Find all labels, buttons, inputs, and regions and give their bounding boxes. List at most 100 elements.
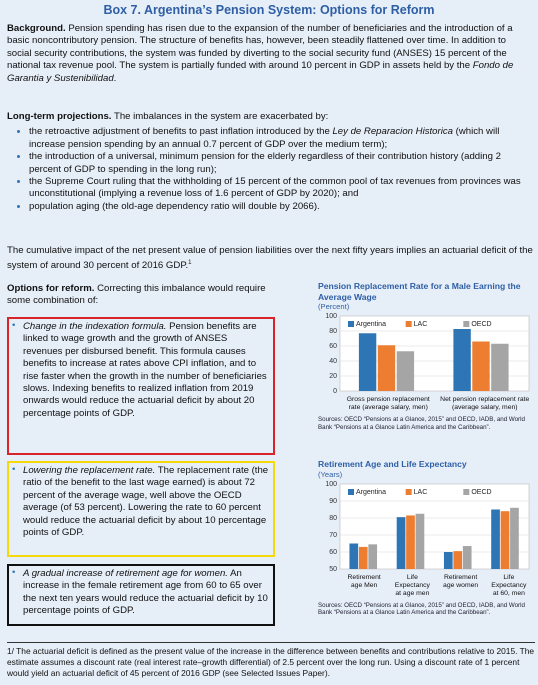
text: The actuarial deficit is defined as the … — [7, 646, 535, 678]
chart-subtitle: (Years) — [318, 469, 343, 479]
bar — [396, 516, 406, 569]
text: . — [113, 72, 117, 84]
x-tick-label: Life Expectancy at age men — [394, 573, 430, 597]
y-tick-label: 40 — [329, 358, 337, 365]
italic: Fondo de Garantia y Sustenibilidad — [7, 60, 514, 84]
bar — [491, 509, 500, 569]
legend-swatch — [348, 321, 354, 327]
bar — [396, 351, 415, 391]
legend-bg — [344, 319, 525, 329]
text: The cumulative impact of the net present… — [7, 245, 533, 272]
chart-subtitle: (Percent) — [318, 302, 350, 311]
bar — [462, 545, 472, 569]
y-tick-label: 100 — [325, 480, 337, 487]
chart-source: Sources: OECD “Pensions at a Glance, 201… — [318, 601, 525, 617]
bar — [349, 543, 359, 569]
x-labels: Retirement age Men Life Expectancy at age… — [340, 574, 533, 598]
option-box: • Change in the indexation formula. Pensi… — [7, 317, 275, 455]
legend-label: OECD — [471, 488, 491, 495]
cumulative: The cumulative impact of the net present… — [7, 245, 533, 273]
legend-label: LAC — [414, 488, 428, 495]
chart-title: Retirement Age and Life Expectancy — [318, 459, 467, 469]
x-tick-label: Net pension replacement rate (average sa… — [440, 396, 530, 411]
legend-swatch — [405, 321, 412, 327]
chart: 50 60 70 80 90 100 Argentina LAC OECD — [325, 480, 530, 572]
bar — [415, 513, 425, 569]
background: Background. Pension spending has risen d… — [7, 23, 533, 85]
y-tick-label: 100 — [325, 313, 337, 320]
bar — [358, 333, 377, 391]
legend-label: OECD — [471, 321, 491, 328]
x-tick-label: Retirement age Men — [347, 573, 381, 589]
lead: Options for reform. — [7, 283, 95, 294]
bar — [377, 345, 396, 391]
bullet-dot: • — [12, 320, 16, 331]
bar — [500, 510, 510, 569]
chart-source: Sources: OECD “Pensions at a Glance, 201… — [318, 416, 525, 431]
text: An increase in the female retirement age… — [23, 568, 268, 617]
italic: Change in the indexation formula. — [23, 321, 167, 332]
y-tick-label: 60 — [329, 548, 337, 555]
option-box: • Lowering the replacement rate. The repl… — [7, 461, 275, 557]
text: Correcting this imbalance would require … — [7, 283, 266, 307]
bar — [368, 543, 378, 569]
italic: A gradual increase of retirement age for… — [23, 568, 228, 579]
x-labels: Gross pension replacement rate (average … — [340, 396, 533, 412]
legend-label: Argentina — [356, 321, 386, 328]
y-tick-label: 90 — [329, 497, 337, 504]
y-tick-label: 80 — [329, 328, 337, 335]
italic: Ley de Reparacion Historica — [332, 126, 453, 138]
bullet-dot: • — [12, 464, 16, 475]
lead: Long-term projections. — [7, 111, 112, 122]
x-tick-label: Retirement age women — [443, 573, 479, 589]
text: (which will increase pension spending by… — [29, 126, 500, 150]
bullet-list: the retroactive adjustment of benefits t… — [7, 126, 533, 213]
bar — [453, 323, 471, 391]
italic: Lowering the replacement rate. — [23, 465, 156, 476]
bar — [453, 550, 463, 569]
y-tick-label: 60 — [329, 343, 337, 350]
y-tick-label: 20 — [329, 373, 337, 380]
text: the retroactive adjustment of benefits t… — [29, 126, 333, 138]
text: The replacement rate (the ratio of the b… — [23, 465, 269, 539]
bullet: the retroactive adjustment of benefits t… — [29, 126, 533, 151]
note-mark: 1/ — [7, 646, 14, 656]
x-tick-label: Life Expectancy at 60, men — [491, 573, 527, 597]
text: Pension benefits are linked to wage grow… — [23, 321, 267, 419]
lead: Background. — [7, 23, 66, 34]
y-tick-label: 70 — [329, 531, 337, 538]
legend-bg — [344, 486, 525, 497]
y-tick-label: 80 — [329, 514, 337, 521]
bullet-dot: • — [12, 567, 16, 578]
legend-swatch — [405, 488, 412, 495]
chart: 0 20 40 60 80 100 Argentina LAC OECD — [325, 313, 530, 394]
bullet: population aging (the old-age dependency… — [29, 201, 533, 213]
y-tick-label: 50 — [329, 565, 337, 571]
legend-label: Argentina — [356, 488, 386, 495]
note-mark: 1 — [188, 260, 192, 267]
option-box: • A gradual increase of retirement age fo… — [7, 564, 275, 626]
chart-panel: Pension Replacement Rate for a Male Earn… — [318, 281, 533, 432]
bar — [472, 341, 490, 391]
x-tick-label: Gross pension replacement rate (average … — [346, 396, 430, 411]
bar — [491, 343, 509, 391]
options: Options for reform. Correcting this imba… — [7, 283, 277, 308]
footnote: 1/ The actuarial deficit is defined as t… — [7, 642, 535, 679]
legend-swatch — [348, 488, 354, 495]
bar — [358, 546, 368, 569]
bar — [443, 551, 453, 569]
legend-swatch — [463, 488, 470, 495]
text: The imbalances in the system are exacerb… — [113, 111, 329, 122]
bar — [406, 514, 415, 569]
bullet: the introduction of a universal, minimum… — [29, 151, 533, 176]
chart-panel: Retirement Age and Life Expectancy (Years… — [318, 459, 533, 617]
chart-title: Pension Replacement Rate for a Male Earn… — [318, 281, 521, 302]
box-title: Box 7. Argentina’s Pension System: Optio… — [103, 3, 435, 17]
legend-swatch — [463, 321, 470, 327]
legend-label: LAC — [414, 321, 428, 328]
bullet: the Supreme Court ruling that the withho… — [29, 176, 533, 201]
bar — [510, 507, 519, 569]
text: Pension spending has risen due to the ex… — [7, 23, 513, 72]
long-term: Long-term projections. The imbalances in… — [7, 111, 533, 213]
